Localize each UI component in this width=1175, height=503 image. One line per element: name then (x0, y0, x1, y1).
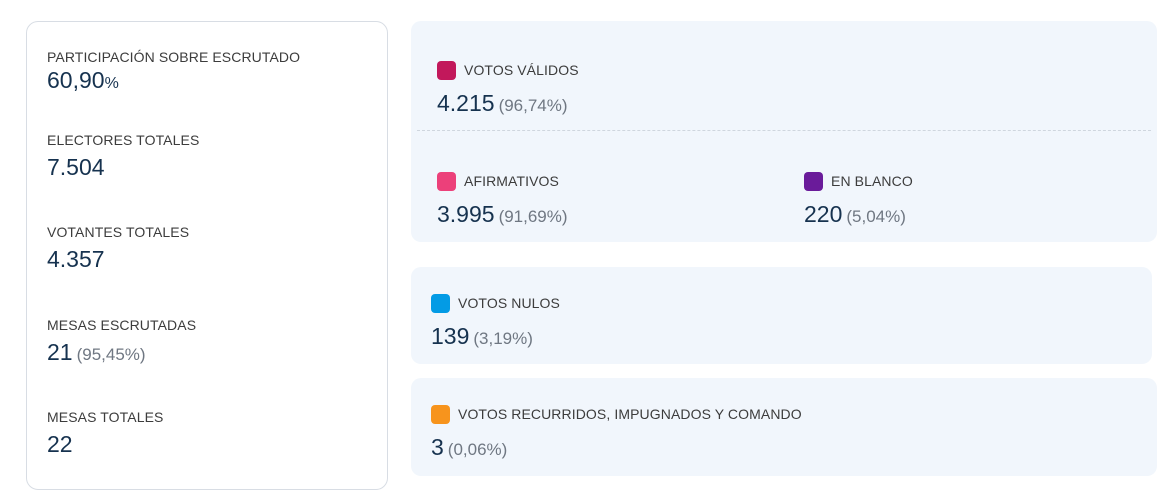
valid-votes-item: VOTOS VÁLIDOS 4.215 (96,74%) (437, 60, 579, 119)
participation-number: 60,90 (47, 67, 105, 93)
challenged-votes-label: VOTOS RECURRIDOS, IMPUGNADOS Y COMANDO (458, 406, 802, 422)
blank-votes-swatch (804, 171, 823, 191)
counted-tables-value: 21 (95,45%) (47, 339, 196, 368)
participation-value: 60,90% (47, 67, 300, 97)
participation-unit: % (104, 75, 119, 92)
electors-label: ELECTORES TOTALES (47, 132, 200, 148)
challenged-votes-number: 3 (431, 434, 444, 460)
valid-votes-label: VOTOS VÁLIDOS (464, 62, 579, 78)
challenged-votes-swatch (431, 404, 450, 424)
summary-card: PARTICIPACIÓN SOBRE ESCRUTADO 60,90% ELE… (26, 21, 388, 490)
total-tables-value: 22 (47, 431, 73, 457)
total-tables-label: MESAS TOTALES (47, 409, 164, 425)
challenged-votes-item: VOTOS RECURRIDOS, IMPUGNADOS Y COMANDO 3… (431, 404, 802, 463)
electors-stat: ELECTORES TOTALES 7.504 (47, 132, 199, 180)
valid-votes-divider (417, 130, 1151, 131)
blank-votes-number: 220 (804, 201, 843, 227)
null-votes-item: VOTOS NULOS 139 (3,19%) (431, 293, 560, 352)
valid-votes-number: 4.215 (437, 90, 495, 116)
null-votes-percent: (3,19%) (473, 329, 533, 348)
null-votes-swatch (431, 293, 450, 313)
blank-votes-percent: (5,04%) (846, 207, 906, 226)
affirmative-label: AFIRMATIVOS (464, 173, 559, 189)
electors-value: 7.504 (47, 154, 105, 180)
affirmative-number: 3.995 (437, 201, 495, 227)
affirmative-swatch (437, 171, 456, 191)
counted-tables-stat: MESAS ESCRUTADAS 21 (95,45%) (47, 317, 196, 368)
voters-stat: VOTANTES TOTALES 4.357 (47, 224, 189, 272)
voters-value: 4.357 (47, 246, 105, 272)
blank-votes-item: EN BLANCO 220 (5,04%) (804, 171, 913, 230)
counted-tables-label: MESAS ESCRUTADAS (47, 317, 197, 333)
participation-stat: PARTICIPACIÓN SOBRE ESCRUTADO 60,90% (47, 49, 300, 97)
null-votes-label: VOTOS NULOS (458, 295, 560, 311)
affirmative-percent: (91,69%) (498, 207, 568, 226)
challenged-votes-panel: VOTOS RECURRIDOS, IMPUGNADOS Y COMANDO 3… (411, 378, 1157, 476)
valid-votes-panel: VOTOS VÁLIDOS 4.215 (96,74%) AFIRMATIVOS … (411, 21, 1157, 242)
affirmative-item: AFIRMATIVOS 3.995 (91,69%) (437, 171, 568, 230)
blank-votes-value: 220 (5,04%) (804, 201, 913, 230)
challenged-votes-percent: (0,06%) (447, 440, 508, 459)
blank-votes-label: EN BLANCO (831, 173, 913, 189)
affirmative-value: 3.995 (91,69%) (437, 201, 568, 230)
valid-votes-swatch (437, 60, 456, 80)
valid-votes-value: 4.215 (96,74%) (437, 90, 579, 119)
null-votes-number: 139 (431, 323, 470, 349)
null-votes-panel: VOTOS NULOS 139 (3,19%) (411, 267, 1152, 364)
challenged-votes-value: 3 (0,06%) (431, 434, 802, 463)
valid-votes-percent: (96,74%) (498, 96, 568, 115)
counted-tables-percent: (95,45%) (76, 345, 146, 364)
total-tables-stat: MESAS TOTALES 22 (47, 409, 163, 457)
participation-label: PARTICIPACIÓN SOBRE ESCRUTADO (47, 49, 301, 65)
counted-tables-number: 21 (47, 339, 73, 365)
voters-label: VOTANTES TOTALES (47, 224, 190, 240)
null-votes-value: 139 (3,19%) (431, 323, 560, 352)
